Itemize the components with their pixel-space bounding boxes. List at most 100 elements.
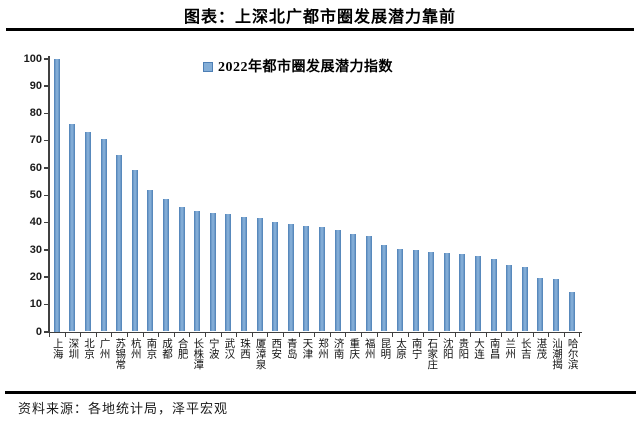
bar <box>85 132 91 332</box>
x-category-label: 南昌 <box>488 338 500 359</box>
x-tick <box>345 333 347 337</box>
x-tick <box>127 333 128 337</box>
y-tick-label: 10 <box>29 298 42 311</box>
y-tick-label: 40 <box>29 216 42 229</box>
bar <box>225 214 232 332</box>
bar <box>428 251 435 332</box>
bar <box>287 223 294 332</box>
x-tick <box>548 333 550 337</box>
x-category-label: 济南 <box>332 338 344 359</box>
x-category-label: 杭州 <box>129 338 141 359</box>
y-tick <box>44 303 49 306</box>
bar <box>537 278 544 332</box>
bar <box>521 267 528 332</box>
x-tick <box>142 333 144 337</box>
bar <box>475 255 481 332</box>
bar <box>209 212 216 332</box>
x-tick <box>439 333 440 337</box>
x-category-label: 重庆 <box>348 338 360 359</box>
x-tick <box>111 333 113 337</box>
y-tick-label: 60 <box>29 161 42 174</box>
y-tick <box>44 85 49 87</box>
bar <box>506 265 513 332</box>
x-tick <box>376 333 378 337</box>
bar <box>272 222 279 332</box>
y-tick-label: 0 <box>35 325 42 338</box>
x-category-label: 石家庄 <box>426 338 438 370</box>
bar <box>568 291 575 332</box>
x-category-label: 武汉 <box>223 338 235 359</box>
chart-legend: 2022年都市圈发展潜力指数 <box>203 56 393 76</box>
x-category-label: 厦漳泉 <box>254 338 266 370</box>
title-underline <box>6 28 634 31</box>
footer-rule <box>5 391 636 394</box>
x-category-label: 长株潭 <box>192 338 204 370</box>
y-tick <box>44 249 49 251</box>
x-tick <box>485 333 487 337</box>
bar <box>397 248 403 332</box>
y-tick-label: 30 <box>29 243 42 256</box>
chart-title: 图表：上深北广都市圈发展潜力靠前 <box>183 9 456 26</box>
x-tick <box>423 333 425 337</box>
x-category-label: 太原 <box>395 338 406 359</box>
x-category-label: 西安 <box>270 338 282 359</box>
y-tick <box>44 276 49 278</box>
x-category-label: 合肥 <box>176 338 188 359</box>
x-tick <box>80 333 82 337</box>
x-category-label: 福州 <box>363 338 375 359</box>
x-category-label: 南京 <box>145 338 157 359</box>
x-tick <box>298 333 300 337</box>
y-tick <box>44 58 49 60</box>
source-note: 资料来源：各地统计局，泽平宏观 <box>18 401 229 416</box>
bar <box>553 279 559 332</box>
x-category-label: 昆明 <box>379 338 391 359</box>
x-category-label: 沈阳 <box>441 338 453 359</box>
y-tick <box>44 331 49 333</box>
y-axis-line <box>48 56 50 333</box>
bar <box>459 254 466 332</box>
bar <box>256 218 263 332</box>
x-tick <box>329 333 331 337</box>
x-category-label: 苏锡常 <box>114 338 126 370</box>
bar <box>303 225 310 332</box>
y-tick-label: 90 <box>29 79 42 92</box>
x-tick <box>251 333 253 337</box>
x-category-label: 成都 <box>161 338 172 359</box>
bar <box>194 211 201 332</box>
y-tick-label: 20 <box>29 270 42 283</box>
bar <box>69 124 76 332</box>
x-tick <box>220 333 222 337</box>
bar <box>443 253 450 332</box>
x-tick <box>407 333 409 337</box>
legend-label: 2022年都市圈发展潜力指数 <box>218 60 393 75</box>
x-tick <box>517 333 518 337</box>
y-tick-label: 50 <box>29 189 42 201</box>
bar <box>147 189 154 332</box>
bar <box>163 199 169 332</box>
x-category-label: 南宁 <box>410 338 422 359</box>
x-category-label: 北京 <box>83 338 94 359</box>
x-tick <box>189 333 191 337</box>
bar <box>319 227 325 332</box>
bar <box>178 207 185 332</box>
bar <box>100 139 107 332</box>
x-axis-line <box>48 331 582 333</box>
y-tick <box>44 167 49 169</box>
x-category-label: 贵阳 <box>457 338 469 359</box>
x-tick <box>579 333 581 337</box>
x-tick <box>283 333 284 337</box>
x-category-label: 上海 <box>51 338 63 359</box>
x-tick <box>267 333 269 337</box>
x-tick <box>314 333 316 337</box>
x-tick <box>501 333 503 337</box>
bar <box>365 236 372 332</box>
x-tick <box>158 333 160 337</box>
x-tick <box>392 333 394 337</box>
x-tick <box>49 333 50 337</box>
legend-swatch-icon <box>203 61 213 72</box>
x-category-label: 广州 <box>98 338 110 359</box>
y-tick <box>44 112 49 115</box>
x-tick <box>470 333 472 337</box>
x-category-label: 兰州 <box>504 338 516 359</box>
